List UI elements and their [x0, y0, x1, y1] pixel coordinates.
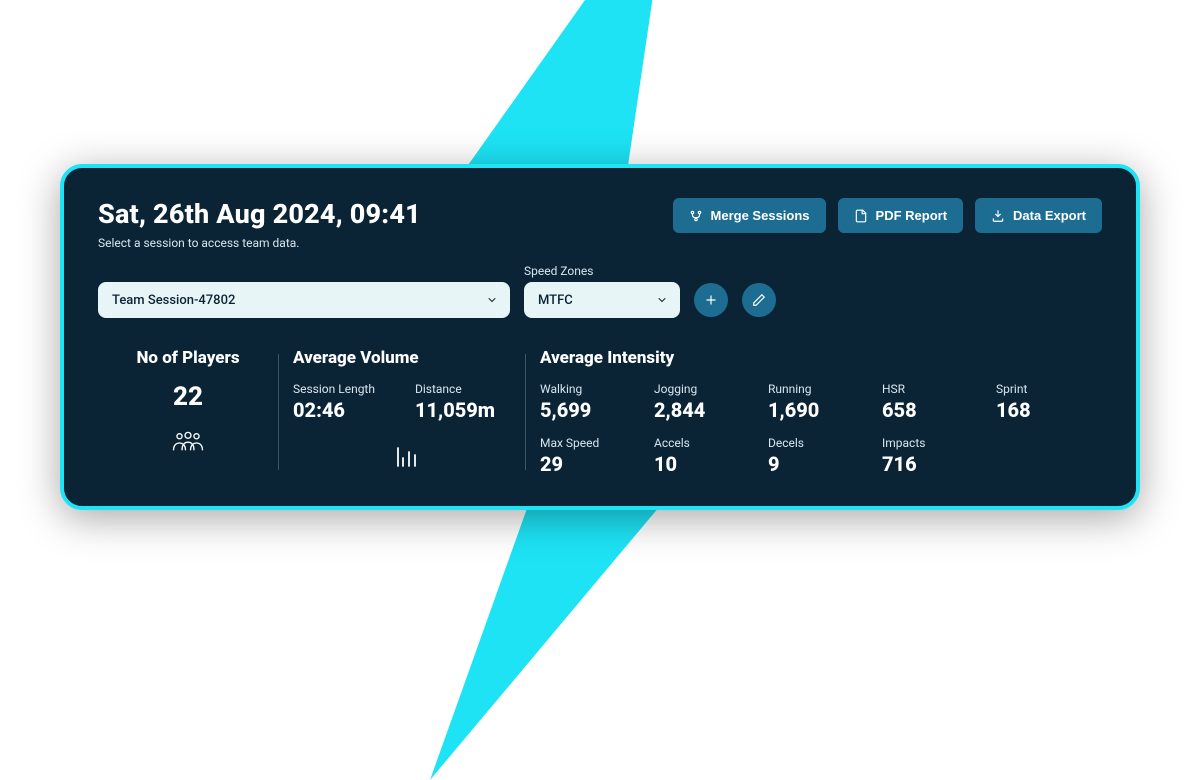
pdf-report-button[interactable]: PDF Report	[838, 198, 964, 233]
sprint-value: 168	[996, 398, 1102, 422]
chevron-down-icon	[656, 294, 668, 306]
distance-label: Distance	[415, 382, 495, 396]
chevron-down-icon	[486, 294, 498, 306]
add-zone-button[interactable]	[694, 283, 728, 317]
decels-label: Decels	[768, 436, 874, 450]
merge-icon	[689, 209, 703, 223]
pdf-icon	[854, 209, 868, 223]
impacts-label: Impacts	[882, 436, 988, 450]
players-value: 22	[98, 382, 278, 412]
walking-label: Walking	[540, 382, 646, 396]
session-panel: Sat, 26th Aug 2024, 09:41 Select a sessi…	[60, 164, 1140, 510]
sprint-label: Sprint	[996, 382, 1102, 396]
session-title: Sat, 26th Aug 2024, 09:41	[98, 198, 673, 230]
max-speed-value: 29	[540, 452, 646, 476]
max-speed-label: Max Speed	[540, 436, 646, 450]
running-label: Running	[768, 382, 874, 396]
plus-icon	[704, 293, 718, 307]
jogging-value: 2,844	[654, 398, 760, 422]
hsr-label: HSR	[882, 382, 988, 396]
intensity-title: Average Intensity	[540, 348, 1102, 368]
intensity-section: Average Intensity Walking 5,699 Jogging 2,…	[526, 348, 1102, 476]
session-subtitle: Select a session to access team data.	[98, 236, 673, 250]
volume-section: Average Volume Session Length 02:46 Dist…	[279, 348, 525, 476]
impacts-value: 716	[882, 452, 988, 476]
merge-sessions-button[interactable]: Merge Sessions	[673, 198, 826, 233]
running-value: 1,690	[768, 398, 874, 422]
speed-zones-select[interactable]: MTFC	[524, 282, 680, 318]
pencil-icon	[752, 293, 766, 307]
accels-value: 10	[654, 452, 760, 476]
hsr-value: 658	[882, 398, 988, 422]
data-export-button[interactable]: Data Export	[975, 198, 1102, 233]
jogging-label: Jogging	[654, 382, 760, 396]
volume-title: Average Volume	[293, 348, 525, 368]
players-section: No of Players 22	[98, 348, 278, 476]
speed-zones-label: Speed Zones	[524, 264, 680, 278]
players-title: No of Players	[98, 348, 278, 368]
accels-label: Accels	[654, 436, 760, 450]
distance-value: 11,059m	[415, 398, 495, 422]
session-length-value: 02:46	[293, 398, 375, 422]
decels-value: 9	[768, 452, 874, 476]
walking-value: 5,699	[540, 398, 646, 422]
bar-chart-icon	[396, 446, 422, 468]
session-length-label: Session Length	[293, 382, 375, 396]
session-select[interactable]: Team Session-47802	[98, 282, 510, 318]
edit-zone-button[interactable]	[742, 283, 776, 317]
download-icon	[991, 209, 1005, 223]
players-icon	[171, 430, 205, 456]
